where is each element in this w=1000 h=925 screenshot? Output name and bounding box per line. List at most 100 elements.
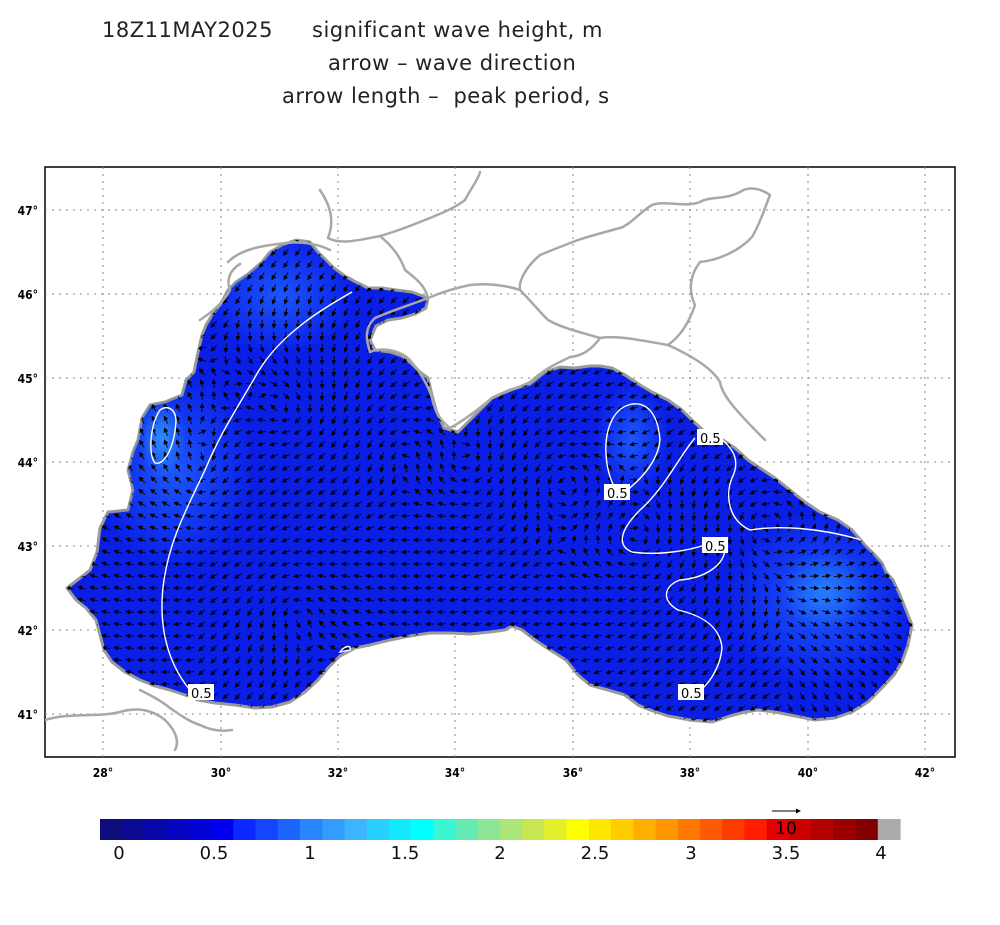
wave-arrow <box>258 381 267 387</box>
wave-arrow <box>343 464 349 473</box>
wave-arrow <box>690 440 698 448</box>
wave-arrow <box>245 429 254 435</box>
wave-arrow <box>343 428 349 437</box>
wave-arrow <box>151 415 157 424</box>
wave-arrow <box>319 343 325 353</box>
colorbar-swatch <box>611 819 634 840</box>
wave-arrow <box>259 307 265 317</box>
colorbar-swatch <box>877 819 901 840</box>
wave-arrow <box>223 440 229 449</box>
wave-arrow <box>175 427 181 436</box>
colorbar-swatch <box>166 819 190 840</box>
wave-arrow <box>283 272 289 281</box>
wave-arrow <box>653 405 662 411</box>
wave-arrow <box>462 441 471 447</box>
wave-arrow <box>511 416 517 425</box>
wave-arrow <box>378 392 386 400</box>
reference-arrow-label: 10 <box>775 819 797 839</box>
wave-arrow <box>305 465 314 471</box>
wave-arrow <box>522 428 529 437</box>
wave-arrow <box>199 367 205 376</box>
wave-arrow <box>306 441 314 448</box>
wave-arrow <box>331 440 337 449</box>
wave-arrow <box>511 452 517 461</box>
wave-arrow <box>331 284 337 293</box>
colorbar-swatch <box>700 819 723 840</box>
wave-arrow <box>569 369 578 375</box>
wave-arrow <box>259 272 265 281</box>
wave-arrow <box>187 463 193 472</box>
wave-arrow <box>487 439 493 449</box>
wave-arrow <box>355 344 361 353</box>
wave-arrow <box>414 440 422 447</box>
wave-arrow <box>545 429 554 435</box>
colorbar-label: 4 <box>875 843 887 864</box>
wave-arrow <box>666 452 673 461</box>
wave-arrow <box>270 404 278 412</box>
colorbar-label: 1.5 <box>390 843 420 864</box>
wave-arrow <box>233 417 242 423</box>
wave-arrow <box>187 391 193 400</box>
wave-arrow <box>283 284 289 293</box>
lat-tick-label: 46° <box>18 288 38 302</box>
wave-arrow <box>487 404 493 413</box>
colorbar-swatch <box>677 819 701 840</box>
wave-arrow <box>187 451 193 460</box>
wave-arrow <box>378 368 385 376</box>
wave-arrow <box>234 452 242 460</box>
wave-arrow <box>593 405 602 411</box>
wave-arrow <box>499 451 505 461</box>
wave-arrow <box>331 367 337 377</box>
wave-arrow <box>355 464 361 473</box>
wave-arrow <box>557 369 566 375</box>
wave-arrow <box>401 405 410 411</box>
colorbar-swatch <box>655 819 679 840</box>
wave-arrow <box>702 452 710 460</box>
wave-arrow <box>293 441 302 447</box>
colorbar: 10 <box>100 808 901 840</box>
wave-arrow <box>343 416 349 425</box>
wave-arrow <box>545 381 554 387</box>
wave-arrow <box>199 403 205 413</box>
wave-arrow <box>223 343 229 353</box>
wave-arrow <box>211 379 217 389</box>
wave-arrow <box>522 404 530 412</box>
wave-arrow <box>581 369 590 375</box>
lat-tick-label: 45° <box>18 372 38 386</box>
colorbar-swatch <box>522 819 546 840</box>
wave-arrow <box>234 441 242 448</box>
wave-arrow <box>403 463 409 472</box>
wave-arrow <box>222 296 229 304</box>
wave-arrow <box>390 381 398 388</box>
wave-arrow <box>557 429 566 435</box>
wave-arrow <box>247 356 253 365</box>
contour-label: 0.5 <box>607 487 628 502</box>
wave-arrow <box>307 367 313 377</box>
wave-arrow <box>343 332 349 341</box>
wave-arrow <box>258 369 266 376</box>
wave-arrow <box>487 428 493 437</box>
wave-arrow <box>295 380 301 389</box>
wave-arrow <box>389 429 398 435</box>
wave-arrow <box>257 453 266 459</box>
wave-arrow <box>510 404 517 412</box>
wave-arrow <box>425 417 435 423</box>
wave-arrow <box>319 416 325 425</box>
wave-arrow <box>187 427 193 436</box>
lon-tick-label: 28° <box>93 766 113 780</box>
wave-arrow <box>175 451 181 460</box>
wave-arrow <box>437 609 447 615</box>
wave-arrow <box>282 248 289 256</box>
wave-arrow <box>281 429 291 435</box>
wave-arrow <box>245 405 254 411</box>
wave-arrow <box>439 463 445 472</box>
wave-arrow <box>617 429 627 435</box>
wave-arrow <box>139 451 145 460</box>
wave-arrow <box>221 417 230 423</box>
wave-arrow <box>401 525 411 531</box>
wave-arrow <box>210 344 218 352</box>
wave-arrow <box>330 452 337 460</box>
wave-arrow <box>402 296 410 304</box>
wave-arrow <box>581 393 590 399</box>
